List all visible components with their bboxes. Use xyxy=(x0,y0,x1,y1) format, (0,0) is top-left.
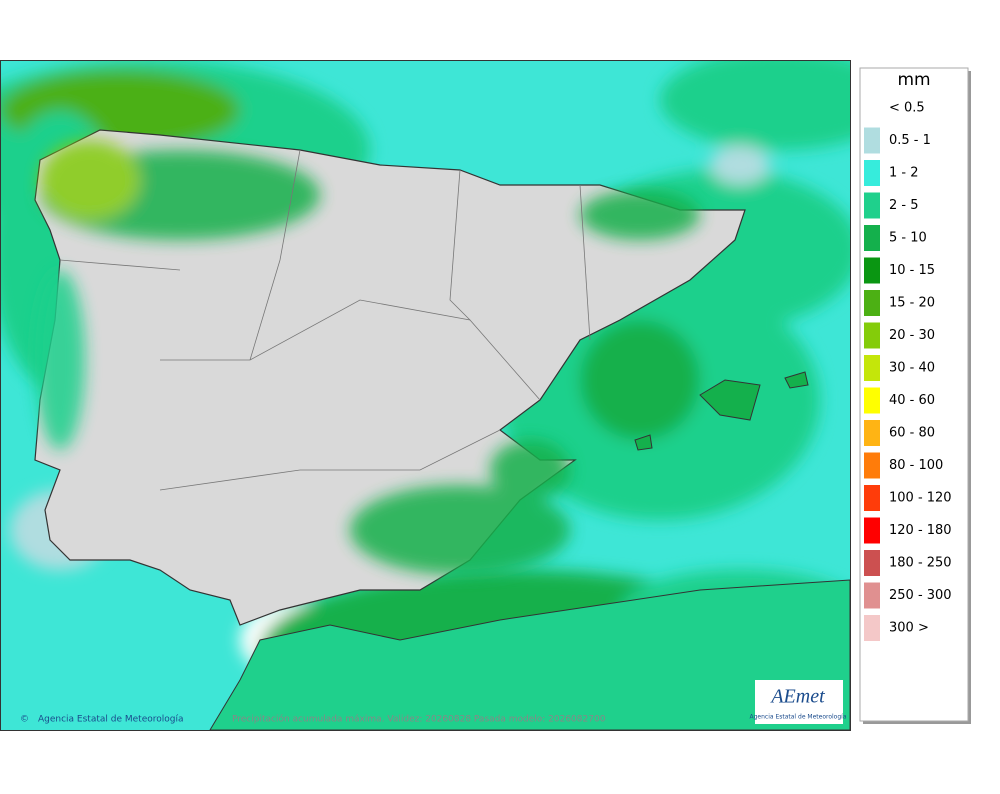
ibiza xyxy=(634,434,653,451)
caption: Precipitación acumulada máxima. Validez:… xyxy=(232,714,606,725)
legend-swatch xyxy=(864,355,880,381)
legend-label: 180 - 250 xyxy=(889,556,952,571)
legend-swatch xyxy=(864,322,880,349)
legend-label: 5 - 10 xyxy=(889,231,927,246)
land-precip xyxy=(35,140,700,575)
legend-swatch xyxy=(864,257,880,284)
legend-label: 60 - 80 xyxy=(889,426,935,441)
legend-label: 30 - 40 xyxy=(889,361,935,376)
legend-swatch xyxy=(864,452,880,479)
legend-label: 120 - 180 xyxy=(889,523,952,538)
legend-swatch xyxy=(864,160,880,186)
legend-swatch xyxy=(864,225,880,251)
mallorca xyxy=(699,379,761,421)
copyright-symbol: © xyxy=(20,715,29,725)
legend-label: < 0.5 xyxy=(889,101,925,116)
legend-swatch xyxy=(864,615,880,641)
credit: Agencia Estatal de Meteorología xyxy=(38,715,184,725)
logo-box xyxy=(755,680,843,724)
legend-swatch xyxy=(864,387,880,414)
region-borders xyxy=(59,149,591,491)
legend-swatch xyxy=(864,550,880,576)
legend-swatch xyxy=(864,192,880,219)
legend-swatch xyxy=(864,290,880,316)
legend-label: 100 - 120 xyxy=(889,491,952,506)
legend-unit: mm xyxy=(897,70,930,90)
map xyxy=(1,60,850,730)
legend-label: 1 - 2 xyxy=(889,166,919,181)
iberia xyxy=(34,129,746,626)
legend-label: 250 - 300 xyxy=(889,588,952,603)
legend-label: 80 - 100 xyxy=(889,458,943,473)
legend-swatch xyxy=(864,420,880,446)
logo-subtitle: Agencia Estatal de Meteorología xyxy=(750,714,847,721)
legend-swatch xyxy=(864,582,880,609)
legend-label: 20 - 30 xyxy=(889,328,935,343)
legend-label: 10 - 15 xyxy=(889,263,935,278)
legend-label: 300 > xyxy=(889,621,929,636)
legend-swatch xyxy=(864,127,880,154)
map-frame xyxy=(0,60,851,731)
legend-swatch xyxy=(864,485,880,511)
logo-name: AEmet xyxy=(769,686,825,708)
menorca xyxy=(784,371,809,389)
legend-label: 15 - 20 xyxy=(889,296,935,311)
legend-label: 2 - 5 xyxy=(889,198,919,213)
legend-label: 0.5 - 1 xyxy=(889,133,931,148)
legend-label: 40 - 60 xyxy=(889,393,935,408)
legend-swatch xyxy=(864,517,880,544)
north-africa xyxy=(209,579,850,730)
